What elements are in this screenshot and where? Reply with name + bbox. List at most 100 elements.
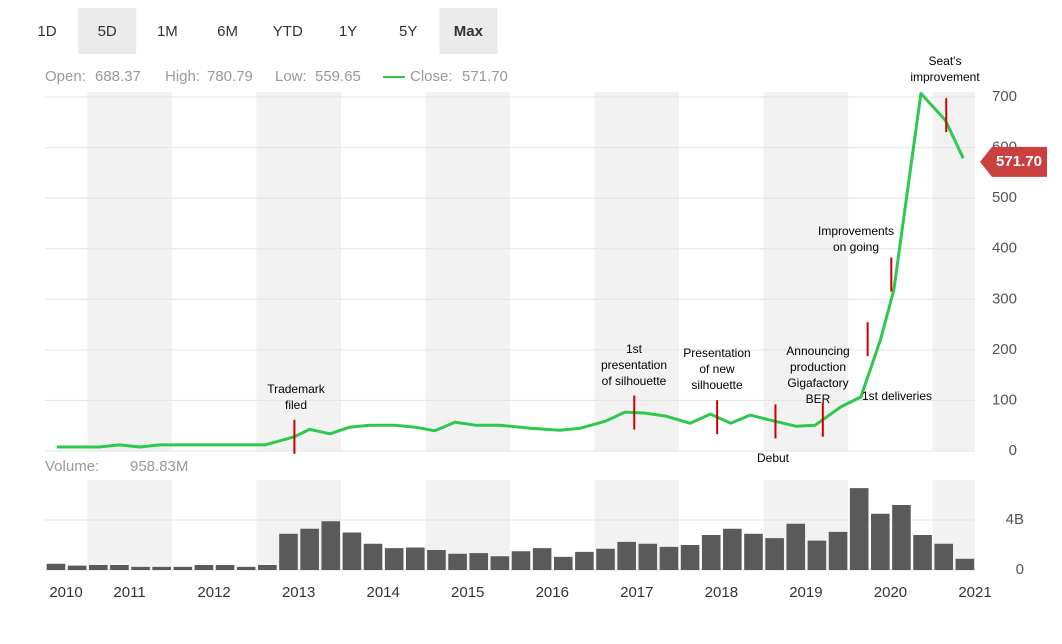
annotation-text: BER	[806, 392, 831, 406]
range-tab[interactable]: 1Y	[339, 23, 357, 40]
volume-total: 958.83M	[130, 458, 188, 475]
annotation-text: presentation	[601, 358, 667, 372]
volume-bar	[131, 566, 150, 570]
annotation-text: production	[790, 360, 846, 374]
x-tick-label: 2020	[874, 584, 907, 601]
volume-bar	[765, 538, 784, 570]
volume-bar	[469, 553, 489, 570]
volume-bar	[363, 543, 383, 570]
range-tab[interactable]: 1D	[37, 23, 56, 40]
annotation-text: Seat's	[929, 54, 962, 68]
volume-bar	[828, 531, 848, 570]
range-tab[interactable]: 5Y	[399, 23, 417, 40]
y-tick-label: 0	[1016, 561, 1024, 578]
range-tab[interactable]: Max	[439, 8, 498, 54]
volume-bar	[258, 565, 277, 570]
tab-background	[439, 8, 498, 54]
x-tick-label: 2017	[620, 584, 653, 601]
range-tab[interactable]: 5D	[78, 8, 137, 54]
volume-bar	[596, 548, 615, 570]
volume-bar	[110, 565, 129, 570]
annotation-text: Debut	[757, 451, 790, 465]
tab-label: 1M	[157, 23, 178, 40]
x-tick-label: 2016	[536, 584, 569, 601]
annotation-text: Trademark	[267, 382, 326, 396]
stat-value: 559.65	[315, 68, 361, 85]
tab-label: 6M	[217, 23, 238, 40]
volume-bar	[786, 523, 806, 570]
volume-bar	[448, 553, 467, 570]
annotation-text: of silhouette	[602, 374, 667, 388]
y-tick-label: 200	[992, 341, 1017, 358]
volume-bar	[934, 543, 954, 570]
annotation-text: on going	[833, 240, 879, 254]
year-band	[87, 480, 172, 570]
price-tag	[980, 146, 1047, 177]
volume-bar	[88, 565, 108, 570]
volume-bar	[659, 546, 679, 570]
x-tick-label: 2012	[197, 584, 230, 601]
annotation-text: filed	[285, 398, 307, 412]
volume-bar	[744, 533, 763, 570]
annotation-text: Presentation	[683, 346, 750, 360]
volume-bar	[892, 505, 911, 570]
annotation-text: improvement	[910, 70, 980, 84]
volume-bar	[617, 541, 636, 570]
x-tick-label: 2019	[789, 584, 822, 601]
volume-bar	[342, 532, 362, 570]
annotation-text: of new	[699, 362, 735, 376]
annotation-text: Gigafactory	[787, 376, 848, 390]
range-tab[interactable]: YTD	[273, 23, 303, 40]
annotation-text: Announcing	[786, 344, 849, 358]
volume-bar	[511, 551, 531, 570]
volume-bar	[279, 533, 298, 570]
year-band	[87, 92, 172, 451]
tab-background	[78, 8, 137, 54]
x-tick-label: 2015	[451, 584, 484, 601]
stat-label: Low:	[275, 68, 307, 85]
stat-label: Open:	[45, 68, 86, 85]
volume-bar	[701, 535, 721, 570]
volume-bar	[321, 521, 341, 570]
volume-bar	[575, 551, 594, 570]
background-bands	[87, 92, 975, 570]
x-tick-label: 2014	[366, 584, 399, 601]
y-tick-label: 0	[1009, 442, 1017, 459]
volume-bar	[913, 535, 932, 570]
volume-bar	[680, 545, 700, 570]
volume-title: Volume:	[45, 458, 99, 475]
y-tick-label: 500	[992, 189, 1017, 206]
year-band	[763, 92, 849, 451]
stat-label: High:	[165, 68, 200, 85]
y-tick-label: 4B	[1006, 511, 1024, 528]
volume-bar	[406, 547, 425, 570]
x-tick-label: 2013	[282, 584, 315, 601]
year-band	[932, 92, 975, 451]
tab-label: Max	[454, 23, 484, 40]
volume-bar	[173, 566, 193, 570]
marks	[46, 92, 975, 570]
volume-bar	[300, 528, 319, 570]
y-tick-label: 700	[992, 88, 1017, 105]
tab-label: 5Y	[399, 23, 417, 40]
range-tab[interactable]: 6M	[217, 23, 238, 40]
volume-bar	[553, 556, 573, 570]
stat-value: 688.37	[95, 68, 141, 85]
volume-bar	[955, 558, 975, 570]
annotation-text: 1st deliveries	[862, 389, 932, 403]
annotation-text: 1st	[626, 342, 643, 356]
tab-label: 1Y	[339, 23, 357, 40]
stat-value: 780.79	[207, 68, 253, 85]
y-tick-label: 300	[992, 290, 1017, 307]
x-tick-label: 2021	[958, 584, 991, 601]
x-tick-label: 2018	[705, 584, 738, 601]
close-value: 571.70	[462, 68, 508, 85]
volume-bar	[638, 543, 658, 570]
range-tab[interactable]: 1M	[157, 23, 178, 40]
x-tick-label: 2011	[113, 584, 145, 601]
annotation-text: Improvements	[818, 224, 894, 238]
volume-bar	[67, 565, 87, 570]
tab-label: YTD	[273, 23, 303, 40]
year-band	[425, 92, 510, 451]
tab-label: 1D	[37, 23, 56, 40]
